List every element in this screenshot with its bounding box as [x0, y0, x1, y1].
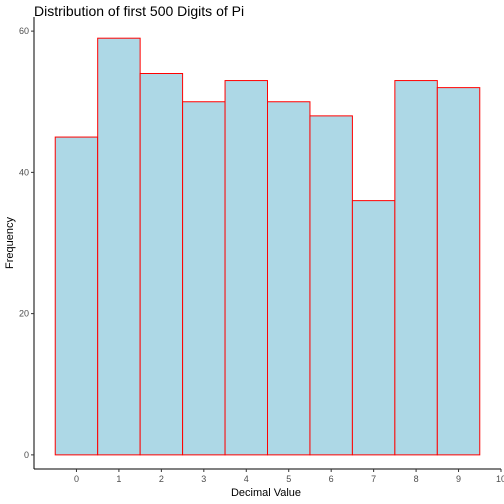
y-tick-label: 60: [19, 26, 29, 36]
bar-digit-5: [267, 101, 311, 456]
x-tick-label: 5: [286, 474, 291, 484]
x-tick-label: 2: [159, 474, 164, 484]
x-tick-label: 4: [244, 474, 249, 484]
bar-digit-6: [309, 115, 353, 456]
bar-digit-3: [182, 101, 226, 456]
x-tick-label: 6: [329, 474, 334, 484]
bar-digit-7: [351, 200, 396, 456]
y-tick-label: 0: [24, 450, 29, 460]
bar-digit-4: [224, 80, 268, 456]
bar-digit-8: [394, 80, 438, 456]
y-tick-label: 20: [19, 309, 29, 319]
x-tick-label: 10: [496, 474, 504, 484]
x-tick-label: 7: [371, 474, 376, 484]
bar-digit-2: [139, 73, 184, 456]
bar-digit-0: [54, 136, 99, 456]
chart-title: Distribution of first 500 Digits of Pi: [34, 3, 244, 19]
x-tick-label: 8: [414, 474, 419, 484]
x-ticks-group: 0 1 2 3 4 5 6 7 8 9 10: [74, 469, 504, 484]
bar-digit-1: [97, 37, 141, 456]
bars-group: [54, 37, 481, 456]
y-ticks-group: 0 20 40 60: [19, 26, 34, 460]
x-tick-label: 1: [116, 474, 121, 484]
x-tick-label: 0: [74, 474, 79, 484]
x-axis-label: Decimal Value: [231, 487, 301, 499]
x-tick-label: 9: [456, 474, 461, 484]
x-tick-label: 3: [201, 474, 206, 484]
y-axis-label: Frequency: [4, 217, 16, 269]
bar-digit-9: [436, 87, 481, 456]
y-tick-label: 40: [19, 167, 29, 177]
